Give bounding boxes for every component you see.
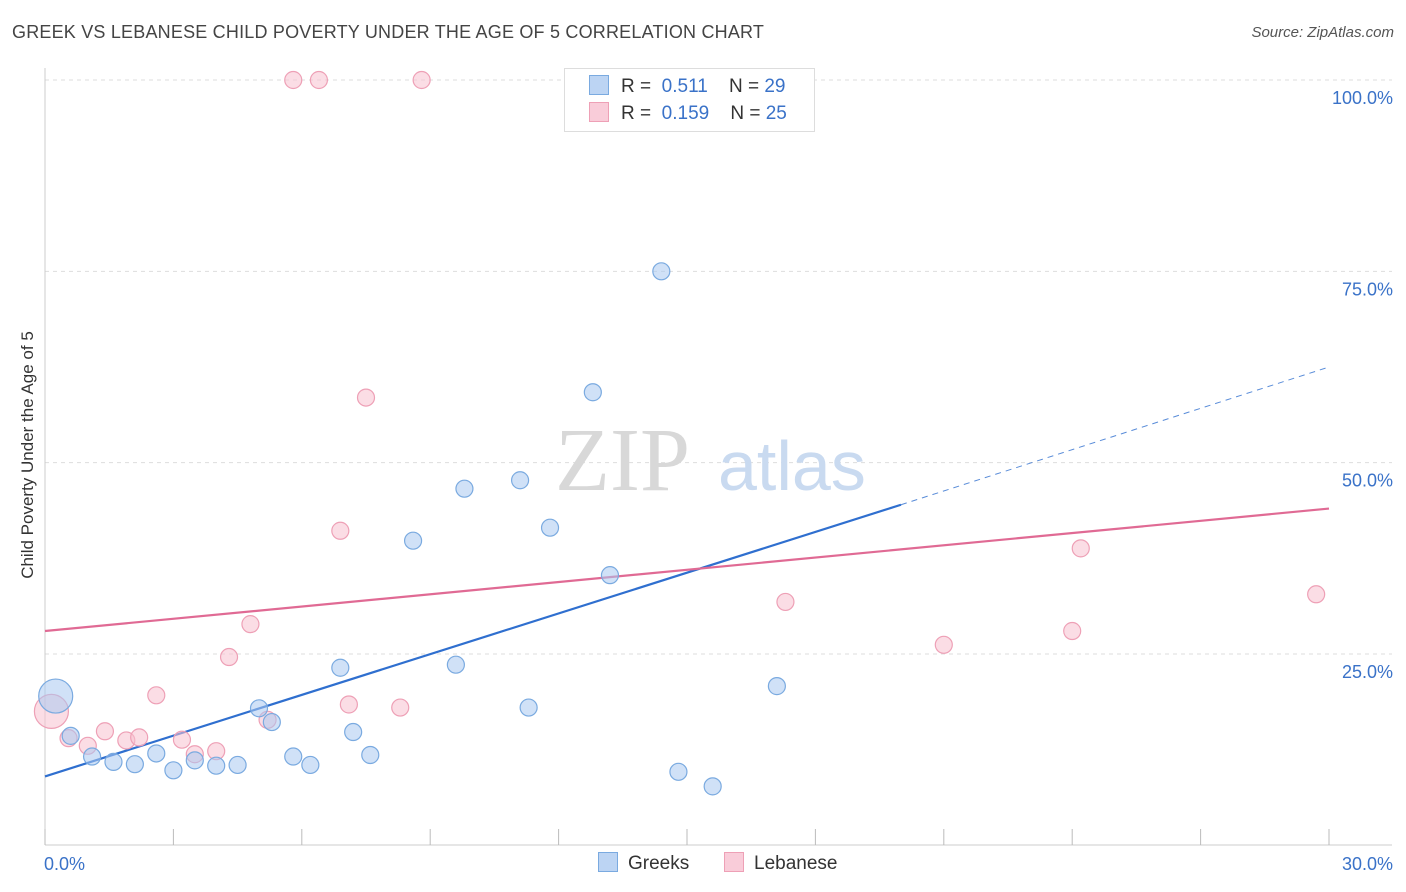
greeks-point — [455, 479, 474, 498]
greeks-point — [519, 698, 538, 717]
y-tick-label: 100.0% — [1332, 88, 1393, 108]
lebanese-point — [1071, 539, 1090, 558]
lebanese-point — [147, 686, 166, 705]
trend-lines — [44, 366, 1330, 778]
bottom-greeks-swatch — [598, 852, 618, 872]
x-tick-label: 0.0% — [44, 854, 85, 874]
lebanese-n-value: 25 — [765, 103, 787, 124]
greeks-point — [361, 745, 380, 765]
lebanese-point — [331, 521, 350, 540]
y-tick-label: 75.0% — [1342, 279, 1393, 299]
lebanese-point — [391, 698, 410, 717]
bottom-lebanese-label: Lebanese — [754, 853, 838, 874]
bottom-legend-lebanese: Lebanese — [724, 852, 837, 875]
greeks-point — [703, 777, 722, 796]
legend-row-lebanese: R = 0.159 N = 25 — [589, 102, 787, 125]
bottom-lebanese-swatch — [724, 852, 744, 872]
lebanese-point — [172, 730, 192, 749]
greeks-point — [652, 262, 671, 281]
lebanese-r-label: R = — [621, 103, 652, 124]
bottom-greeks-label: Greeks — [628, 853, 690, 874]
lebanese-point — [309, 70, 329, 90]
greeks-point — [301, 755, 320, 775]
lebanese-point — [356, 388, 376, 407]
chart-title: GREEK VS LEBANESE CHILD POVERTY UNDER TH… — [12, 22, 765, 42]
greeks-n-value: 29 — [764, 76, 786, 97]
greeks-point — [403, 531, 423, 550]
x-tick-label: 30.0% — [1342, 854, 1393, 874]
greeks-n-label: N = — [728, 76, 760, 97]
lebanese-point — [284, 70, 303, 90]
y-tick-label: 50.0% — [1342, 471, 1393, 491]
bottom-legend-greeks: Greeks — [598, 852, 689, 875]
greeks-point — [331, 658, 350, 677]
source-label: Source: ZipAtlas.com — [1251, 24, 1394, 41]
lebanese-point — [241, 615, 260, 634]
greeks-point — [767, 677, 786, 696]
correlation-legend: R = 0.511 N = 29 R = 0.159 N = 25 — [564, 68, 815, 132]
greeks-point — [344, 722, 363, 742]
lebanese-point — [95, 722, 115, 741]
data-points — [33, 70, 1326, 796]
legend-row-greeks: R = 0.511 N = 29 — [589, 75, 785, 98]
greeks-r-label: R = — [621, 76, 652, 97]
lebanese-r-value: 0.159 — [661, 103, 710, 124]
greeks-point — [38, 678, 74, 714]
lebanese-n-label: N = — [730, 103, 761, 124]
greeks-point — [207, 756, 226, 775]
lebanese-point — [934, 635, 953, 654]
greeks-point — [147, 744, 166, 763]
y-axis-title: Child Poverty Under the Age of 5 — [18, 331, 37, 579]
greeks-point — [185, 751, 204, 770]
greeks-point — [600, 566, 620, 585]
greeks-point — [104, 752, 123, 771]
greeks-swatch — [589, 75, 609, 95]
watermark: ZIP atlas — [555, 411, 866, 510]
lebanese-point — [219, 647, 239, 667]
greeks-point — [249, 699, 269, 718]
lebanese-trend-line — [44, 507, 1330, 633]
grid-lines — [45, 79, 1392, 655]
greeks-point — [540, 518, 560, 537]
greeks-r-value: 0.511 — [661, 76, 708, 97]
greeks-point — [164, 761, 183, 780]
greeks-point — [510, 471, 530, 490]
greeks-trend-line — [44, 503, 902, 778]
greeks-trend-extension — [900, 366, 1330, 506]
lebanese-point — [339, 695, 358, 714]
greeks-point — [446, 655, 465, 674]
lebanese-point — [412, 70, 431, 90]
watermark-atlas: atlas — [718, 427, 866, 505]
watermark-zip: ZIP — [555, 411, 690, 510]
greeks-point — [228, 755, 247, 775]
tick-labels: 25.0% 50.0% 75.0% 100.0% 0.0% 30.0% — [44, 88, 1393, 874]
greeks-point — [125, 755, 144, 774]
greeks-point — [61, 726, 80, 745]
greeks-point — [583, 383, 602, 402]
greeks-point — [82, 747, 102, 766]
lebanese-point — [776, 592, 795, 612]
greeks-point — [262, 712, 281, 732]
lebanese-swatch — [589, 102, 609, 122]
greeks-point — [669, 762, 688, 781]
lebanese-point — [1063, 621, 1082, 641]
lebanese-point — [1307, 585, 1326, 604]
greeks-point — [284, 747, 303, 766]
lebanese-point — [130, 728, 149, 747]
y-tick-label: 25.0% — [1342, 662, 1393, 682]
